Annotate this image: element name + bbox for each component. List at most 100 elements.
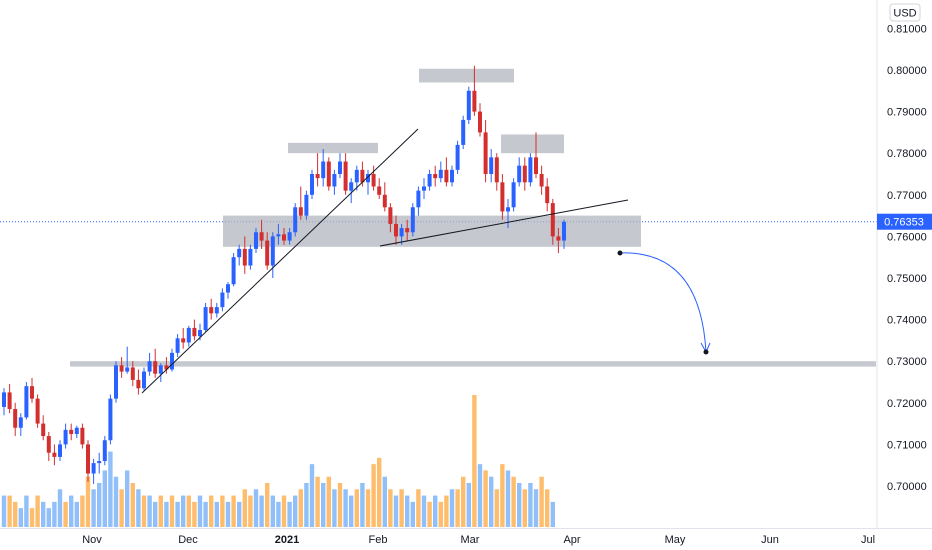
price-tick-label: 0.75000	[887, 273, 927, 285]
volume-bar	[438, 501, 443, 527]
candle-body	[517, 165, 522, 183]
volume-bar	[253, 489, 259, 527]
volume-bar	[130, 483, 135, 527]
candle-body	[366, 174, 370, 183]
candle-body	[198, 330, 202, 337]
price-tick-label: 0.70000	[887, 481, 927, 493]
candle-body	[287, 232, 292, 241]
volume-bar	[483, 470, 488, 527]
volume-bar	[85, 476, 91, 527]
volume-bar	[24, 495, 29, 527]
candle-body	[7, 392, 12, 410]
volume-bar	[511, 476, 516, 527]
volume-bar	[528, 483, 533, 527]
volume-bar	[164, 501, 169, 527]
candle-body	[478, 111, 482, 133]
candle-body	[321, 161, 326, 179]
candle-body	[472, 90, 477, 112]
zone-rectangle	[70, 361, 876, 367]
volume-bar	[545, 489, 550, 527]
candle-body	[114, 365, 118, 399]
volume-bar	[192, 501, 197, 527]
candle-body	[248, 248, 253, 266]
candle-body	[242, 248, 247, 266]
candle-body	[354, 169, 359, 183]
candle-body	[13, 409, 18, 428]
time-axis[interactable]: Nov Dec 2021 Feb Mar Apr May Jun Jul	[0, 528, 932, 547]
price-tick-label: 0.81000	[887, 23, 927, 35]
candle-body	[136, 379, 141, 389]
candle-body	[382, 194, 387, 208]
candle-body	[69, 429, 74, 434]
volume-bar	[1, 495, 7, 527]
volume-bar	[522, 489, 527, 527]
candle-body	[2, 392, 6, 407]
zone-rectangle	[501, 134, 564, 154]
volume-bar	[158, 495, 163, 527]
volume-bar	[35, 495, 40, 527]
candle-body	[231, 257, 236, 285]
candle-body	[270, 236, 275, 266]
zone-rectangle	[288, 142, 378, 154]
volume-bar	[550, 501, 555, 527]
time-tick-label: Mar	[461, 534, 480, 546]
candle-body	[416, 190, 421, 208]
price-tick-label: 0.74000	[887, 315, 927, 327]
candle-body	[511, 182, 516, 208]
volume-bar	[444, 495, 449, 527]
volume-bar	[343, 489, 348, 527]
volume-bar	[393, 495, 399, 527]
candle-body	[41, 423, 46, 437]
candle-body	[371, 174, 376, 187]
drawings-back	[0, 68, 877, 367]
volume-bar	[63, 501, 68, 527]
volume-bar	[181, 495, 186, 527]
candle-body	[500, 182, 505, 212]
volume-bar	[354, 489, 359, 527]
price-axis-background	[877, 0, 932, 550]
volume-bar	[466, 483, 471, 527]
candle-body	[438, 169, 443, 179]
candle-body	[181, 338, 186, 343]
zone-rectangle	[419, 68, 514, 83]
candle-body	[338, 161, 342, 174]
candle-body	[52, 452, 57, 457]
volume-bar	[91, 489, 96, 527]
price-tick-label: 0.73000	[887, 356, 927, 368]
volume-bar	[18, 508, 23, 527]
volume-bar	[102, 470, 107, 527]
candle-body	[556, 236, 561, 241]
candle-body	[259, 232, 264, 241]
candle-body	[46, 436, 51, 453]
volume-bar	[337, 483, 343, 527]
time-tick-label: May	[665, 534, 686, 546]
projection-start-point	[617, 250, 623, 256]
volume-bar	[517, 483, 522, 527]
volume-bar	[427, 501, 432, 527]
candle-body	[522, 165, 527, 183]
candle-body	[304, 194, 309, 216]
candle-body	[489, 157, 494, 174]
volume-bar	[505, 470, 511, 527]
price-axis[interactable]: 0.81000 0.80000 0.79000 0.78000 0.77000 0.760…	[876, 0, 932, 550]
candle-body	[226, 284, 230, 293]
candle-body	[147, 361, 152, 372]
volume-bar	[472, 395, 477, 527]
volume-bar	[119, 489, 124, 527]
candle-body	[91, 463, 96, 474]
volume-bar	[80, 495, 85, 527]
candle-body	[108, 398, 113, 441]
candle-body	[539, 174, 544, 187]
candle-body	[58, 444, 62, 457]
volume-bar	[242, 489, 247, 527]
time-tick-label: Jul	[861, 534, 875, 546]
candle-body	[326, 161, 331, 187]
candle-body	[97, 461, 102, 464]
volume-bar	[477, 464, 483, 527]
volume-bar	[175, 501, 180, 527]
candle-body	[119, 365, 124, 372]
candle-body	[237, 248, 242, 258]
volume-bar	[293, 495, 298, 527]
volume-bar	[500, 464, 505, 527]
volume-bar	[153, 501, 158, 527]
